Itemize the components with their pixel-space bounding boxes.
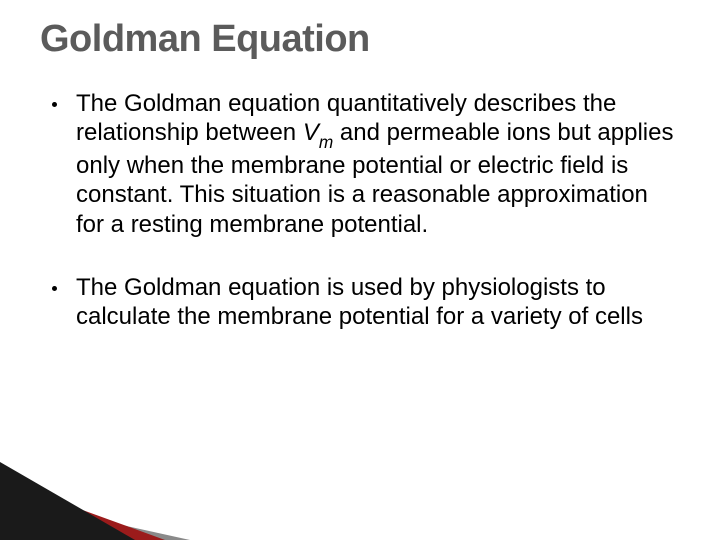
slide: Goldman Equation The Goldman equation qu… bbox=[0, 0, 720, 540]
variable-subscript: m bbox=[319, 132, 333, 152]
variable-letter: V bbox=[303, 119, 319, 146]
list-item: The Goldman equation quantitatively desc… bbox=[48, 89, 680, 239]
slide-title: Goldman Equation bbox=[40, 18, 680, 61]
bullet-text-pre: The Goldman equation is used by physiolo… bbox=[76, 274, 643, 330]
corner-decoration-icon bbox=[0, 450, 220, 540]
list-item: The Goldman equation is used by physiolo… bbox=[48, 273, 680, 335]
bullet-list: The Goldman equation quantitatively desc… bbox=[40, 89, 680, 335]
